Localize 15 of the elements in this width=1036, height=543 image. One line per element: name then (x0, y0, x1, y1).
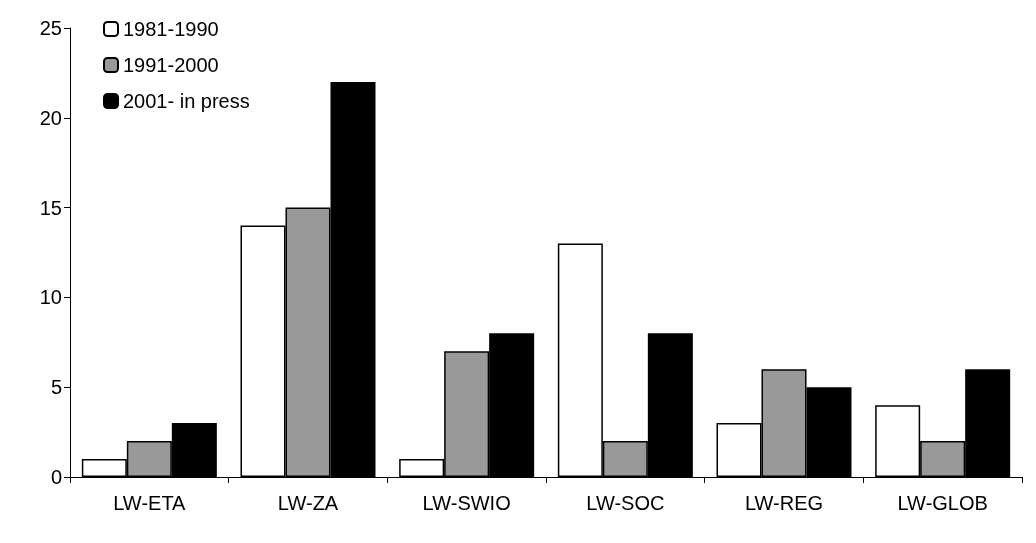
x-tick-label: LW-ZA (277, 492, 339, 514)
x-tick-label: LW-SOC (586, 492, 665, 514)
legend-label: 1991-2000 (123, 54, 219, 76)
x-tick-label: LW-ETA (113, 492, 187, 514)
y-tick-label: 10 (39, 286, 62, 309)
y-tick-label: 20 (39, 106, 62, 129)
x-tick-label: LW-GLOB (897, 492, 988, 514)
y-tick-label: 15 (39, 196, 62, 219)
y-tick-label: 5 (50, 376, 62, 399)
x-tick-label: LW-REG (744, 492, 824, 514)
x-tick-label: LW-SWIO (422, 492, 511, 514)
legend-label: 2001- in press (123, 90, 250, 112)
y-tick-label: 25 (39, 17, 62, 39)
y-tick-label: 0 (50, 466, 62, 488)
legend-label: 1981-1990 (123, 18, 219, 40)
